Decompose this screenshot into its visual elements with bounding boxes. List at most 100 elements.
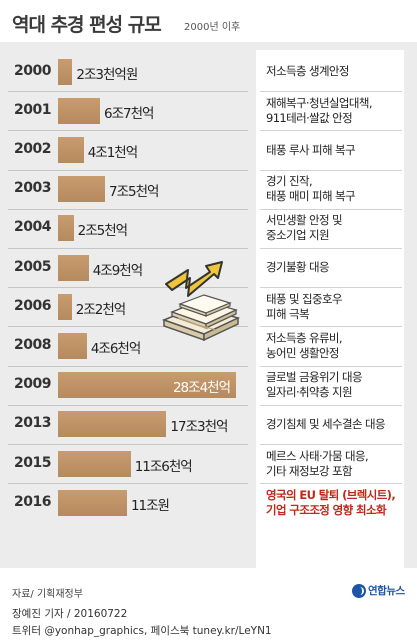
bar [58,97,100,124]
reason-text: 저소득층 유류비, 농어민 생활안정 [266,331,406,361]
reason-line: 기업 구조조정 영향 최소화 [266,502,387,517]
row-divider [8,130,248,132]
page-subtitle: 2000년 이후 [184,22,241,33]
bar [58,372,236,399]
reason-panel [256,50,404,568]
year-label: 2009 [14,376,51,393]
row-divider [8,404,248,406]
value-label: 4조1천억 [87,145,138,161]
value-label: 11조6천억 [134,458,193,475]
year-label: 2015 [14,454,51,471]
year-label: 2001 [14,101,51,118]
reason-divider [260,404,402,406]
value-label: 7조5천억 [109,184,159,201]
reason-divider [260,365,402,367]
reason-text: 영국의 EU 탈퇴 (브렉시트), 기업 구조조정 영향 최소화 [266,488,406,518]
credit-line: 장예진 기자 / 20160722 [12,608,128,620]
reason-divider [260,91,402,93]
reason-line: 저소득층 생계안정 [266,64,350,79]
reason-line: 911테러·쌀값 안정 [266,110,353,125]
bar [58,293,72,320]
year-label: 2004 [14,219,51,236]
bar [58,254,89,281]
reason-line: 태풍 루사 피해 복구 [266,142,356,157]
source-note: 자료/ 기획재정부 [12,589,83,600]
row-divider [8,169,248,171]
social-credit-line: 트위터 @yonhap_graphics, 페이스북 tuney.kr/LeYN… [12,625,272,637]
reason-text: 메르스 사태·가뭄 대응, 기타 재정보강 포함 [266,449,406,479]
cash-stack-icon [161,294,241,342]
reason-divider [260,444,402,445]
value-label: 17조3천억 [170,419,228,436]
year-label: 2008 [14,337,51,353]
year-label: 2016 [14,493,51,510]
year-label: 2005 [14,258,51,275]
bar [58,137,84,163]
reason-text: 경기불황 대응 [266,260,406,275]
reason-line: 경기 진작, [266,174,313,189]
reason-line: 영국의 EU 탈퇴 (브렉시트), [266,487,396,502]
value-label: 6조7천억 [103,105,154,122]
reason-line: 글로벌 금융위기 대응 [266,370,363,385]
row-divider [8,483,248,485]
reason-divider [260,326,402,328]
row-divider [8,326,248,328]
money-stack-illustration [161,261,241,342]
year-label: 2003 [14,180,51,197]
bar [58,450,131,477]
reason-text: 재해복구·청년실업대책, 911테러·쌀값 안정 [266,96,406,126]
reason-text: 저소득층 생계안정 [266,64,406,79]
bar [58,58,73,85]
reason-divider [260,169,402,171]
reason-line: 재해복구·청년실업대책, [266,95,373,110]
reason-line: 메르스 사태·가뭄 대응, [266,448,369,463]
row-divider [8,91,248,93]
yonhap-logo-icon [352,583,366,598]
row-divider [8,365,248,367]
value-label: 2조3천억원 [76,66,138,83]
value-label: 2조5천억 [77,223,128,240]
reason-line: 피해 극복 [266,306,310,321]
reason-divider [260,248,402,249]
row-divider [8,444,248,445]
reason-line: 경기불황 대응 [266,260,330,275]
reason-divider [260,287,402,289]
reason-line: 기타 재정보강 포함 [266,463,353,478]
year-label: 2006 [14,297,51,314]
reason-line: 태풍 및 집중호우 [266,291,343,306]
reason-line: 경기침체 및 세수결손 대응 [266,416,386,431]
page-title: 역대 추경 편성 규모 [12,14,162,36]
bar [58,333,87,359]
logo-text: 연합뉴스 [368,585,405,597]
reason-line: 중소기업 지원 [266,228,330,243]
reason-text: 경기 진작, 태풍 매미 피해 복구 [266,174,406,204]
reason-divider [260,483,402,485]
value-label: 11조원 [130,497,170,514]
bar [58,489,127,516]
reason-line: 서민생활 안정 및 [266,213,343,228]
bar [58,176,105,203]
reason-line: 저소득층 유류비, [266,331,343,345]
year-label: 2002 [14,141,51,157]
rising-arrow-icon [165,261,223,297]
agency-logo: 연합뉴스 [352,583,405,598]
reason-text: 태풍 루사 피해 복구 [266,143,406,158]
reason-text: 글로벌 금융위기 대응 일자리·취약층 지원 [266,370,406,400]
reason-line: 농어민 생활안정 [266,346,340,360]
row-divider [8,248,248,249]
reason-divider [260,130,402,132]
value-label: 2조2천억 [75,301,126,318]
value-label: 4조6천억 [90,341,141,357]
reason-text: 경기침체 및 세수결손 대응 [266,417,406,432]
bar [58,411,167,438]
row-divider [8,208,248,210]
reason-text: 태풍 및 집중호우 피해 극복 [266,292,406,322]
reason-line: 일자리·취약층 지원 [266,385,353,400]
bar [58,215,74,242]
reason-divider [260,208,402,210]
row-divider [8,287,248,289]
value-label: 4조9천억 [92,262,143,279]
reason-line: 태풍 매미 피해 복구 [266,189,356,204]
year-label: 2013 [14,415,51,432]
year-label: 2000 [14,62,51,79]
